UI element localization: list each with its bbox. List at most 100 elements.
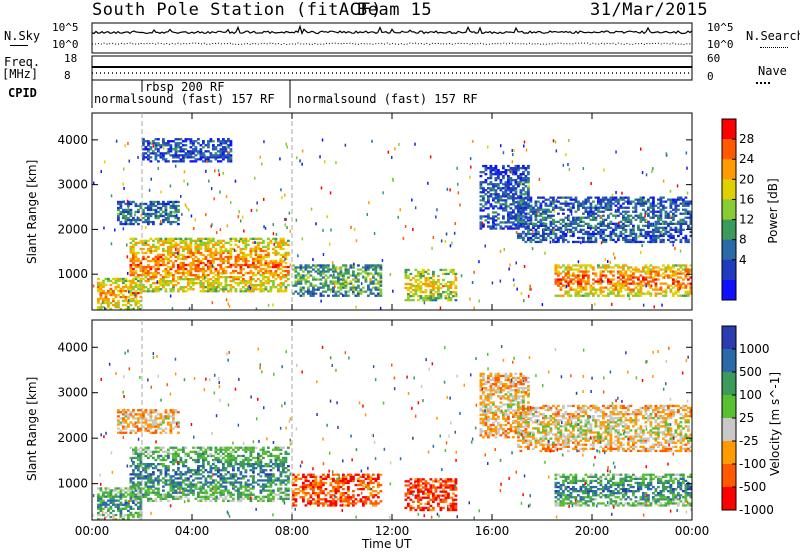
echo-cell — [347, 270, 350, 273]
noise-point — [329, 191, 332, 195]
echo-cell — [159, 493, 163, 496]
echo-cell — [527, 238, 530, 242]
echo-cell — [154, 210, 158, 214]
echo-cell — [177, 290, 180, 293]
echo-cell — [172, 485, 175, 488]
echo-cell — [154, 493, 158, 496]
echo-cell — [137, 288, 140, 291]
echo-cell — [197, 152, 200, 155]
echo-cell — [654, 222, 658, 225]
echo-cell — [207, 239, 210, 242]
echo-cell — [184, 271, 188, 275]
echo-cell — [139, 295, 143, 299]
echo-cell — [132, 247, 135, 251]
echo-cell — [492, 221, 495, 224]
echo-cell — [527, 177, 530, 180]
echo-cell — [627, 202, 630, 205]
echo-cell — [147, 493, 150, 496]
echo-cell — [162, 456, 165, 460]
echo-cell — [327, 266, 330, 269]
echo-cell — [309, 270, 313, 273]
echo-cell — [217, 284, 220, 287]
echo-cell — [609, 230, 613, 234]
echo-cell — [149, 220, 153, 224]
echo-cell — [454, 291, 458, 294]
echo-cell — [142, 142, 145, 145]
echo-cell — [237, 263, 240, 267]
echo-cell — [362, 286, 365, 289]
echo-cell — [152, 208, 155, 212]
echo-cell — [214, 274, 218, 277]
colorbar-tick-label: 12 — [739, 213, 754, 227]
echo-cell — [264, 276, 268, 279]
echo-cell — [264, 288, 268, 291]
noise-point — [513, 149, 515, 153]
echo-cell — [532, 208, 535, 211]
echo-cell — [237, 245, 240, 249]
echo-cell — [177, 156, 180, 159]
echo-cell — [509, 191, 513, 194]
echo-cell — [197, 493, 200, 496]
echo-cell — [249, 249, 253, 253]
noise-point — [108, 300, 110, 304]
echo-cell — [199, 259, 203, 263]
echo-cell — [122, 304, 125, 307]
echo-cell — [157, 216, 160, 220]
echo-cell — [282, 284, 285, 287]
echo-cell — [657, 234, 660, 238]
echo-cell — [179, 237, 183, 240]
echo-cell — [239, 267, 243, 271]
echo-cell — [624, 216, 628, 219]
echo-cell — [519, 173, 523, 176]
echo-cell — [572, 234, 575, 238]
echo-cell — [502, 215, 505, 218]
echo-cell — [679, 282, 683, 285]
echo-cell — [132, 456, 135, 460]
echo-cell — [199, 465, 203, 468]
echo-cell — [187, 477, 190, 480]
echo-cell — [324, 274, 328, 277]
echo-cell — [659, 238, 663, 242]
echo-cell — [219, 140, 223, 143]
echo-cell — [162, 204, 165, 208]
echo-cell — [582, 228, 585, 231]
echo-cell — [149, 276, 153, 279]
echo-cell — [432, 293, 435, 296]
echo-cell — [107, 507, 110, 510]
echo-cell — [122, 489, 125, 492]
echo-cell — [544, 212, 548, 215]
noise-point — [227, 151, 229, 155]
echo-cell — [592, 282, 595, 285]
echo-cell — [559, 222, 563, 225]
echo-cell — [587, 210, 590, 213]
echo-cell — [557, 264, 560, 267]
echo-cell — [134, 473, 138, 476]
echo-cell — [287, 274, 290, 277]
echo-cell — [134, 281, 138, 285]
echo-cell — [217, 263, 220, 267]
echo-cell — [174, 485, 178, 488]
noise-point — [135, 296, 138, 300]
echo-cell — [167, 220, 170, 224]
echo-cell — [344, 286, 348, 289]
echo-cell — [139, 452, 143, 455]
echo-cell — [364, 276, 368, 279]
echo-cell — [214, 257, 218, 261]
echo-cell — [557, 236, 560, 240]
echo-cell — [154, 144, 158, 147]
echo-cell — [687, 290, 690, 293]
echo-cell — [644, 276, 648, 279]
echo-cell — [154, 282, 158, 285]
echo-cell — [667, 238, 670, 242]
echo-cell — [669, 284, 673, 287]
echo-cell — [594, 196, 598, 199]
echo-cell — [192, 148, 195, 151]
echo-cell — [269, 286, 273, 289]
echo-cell — [127, 202, 130, 206]
echo-cell — [182, 265, 185, 269]
echo-cell — [192, 489, 195, 492]
echo-cell — [617, 282, 620, 285]
echo-cell — [607, 294, 610, 297]
echo-cell — [597, 200, 600, 203]
echo-cell — [302, 276, 305, 279]
